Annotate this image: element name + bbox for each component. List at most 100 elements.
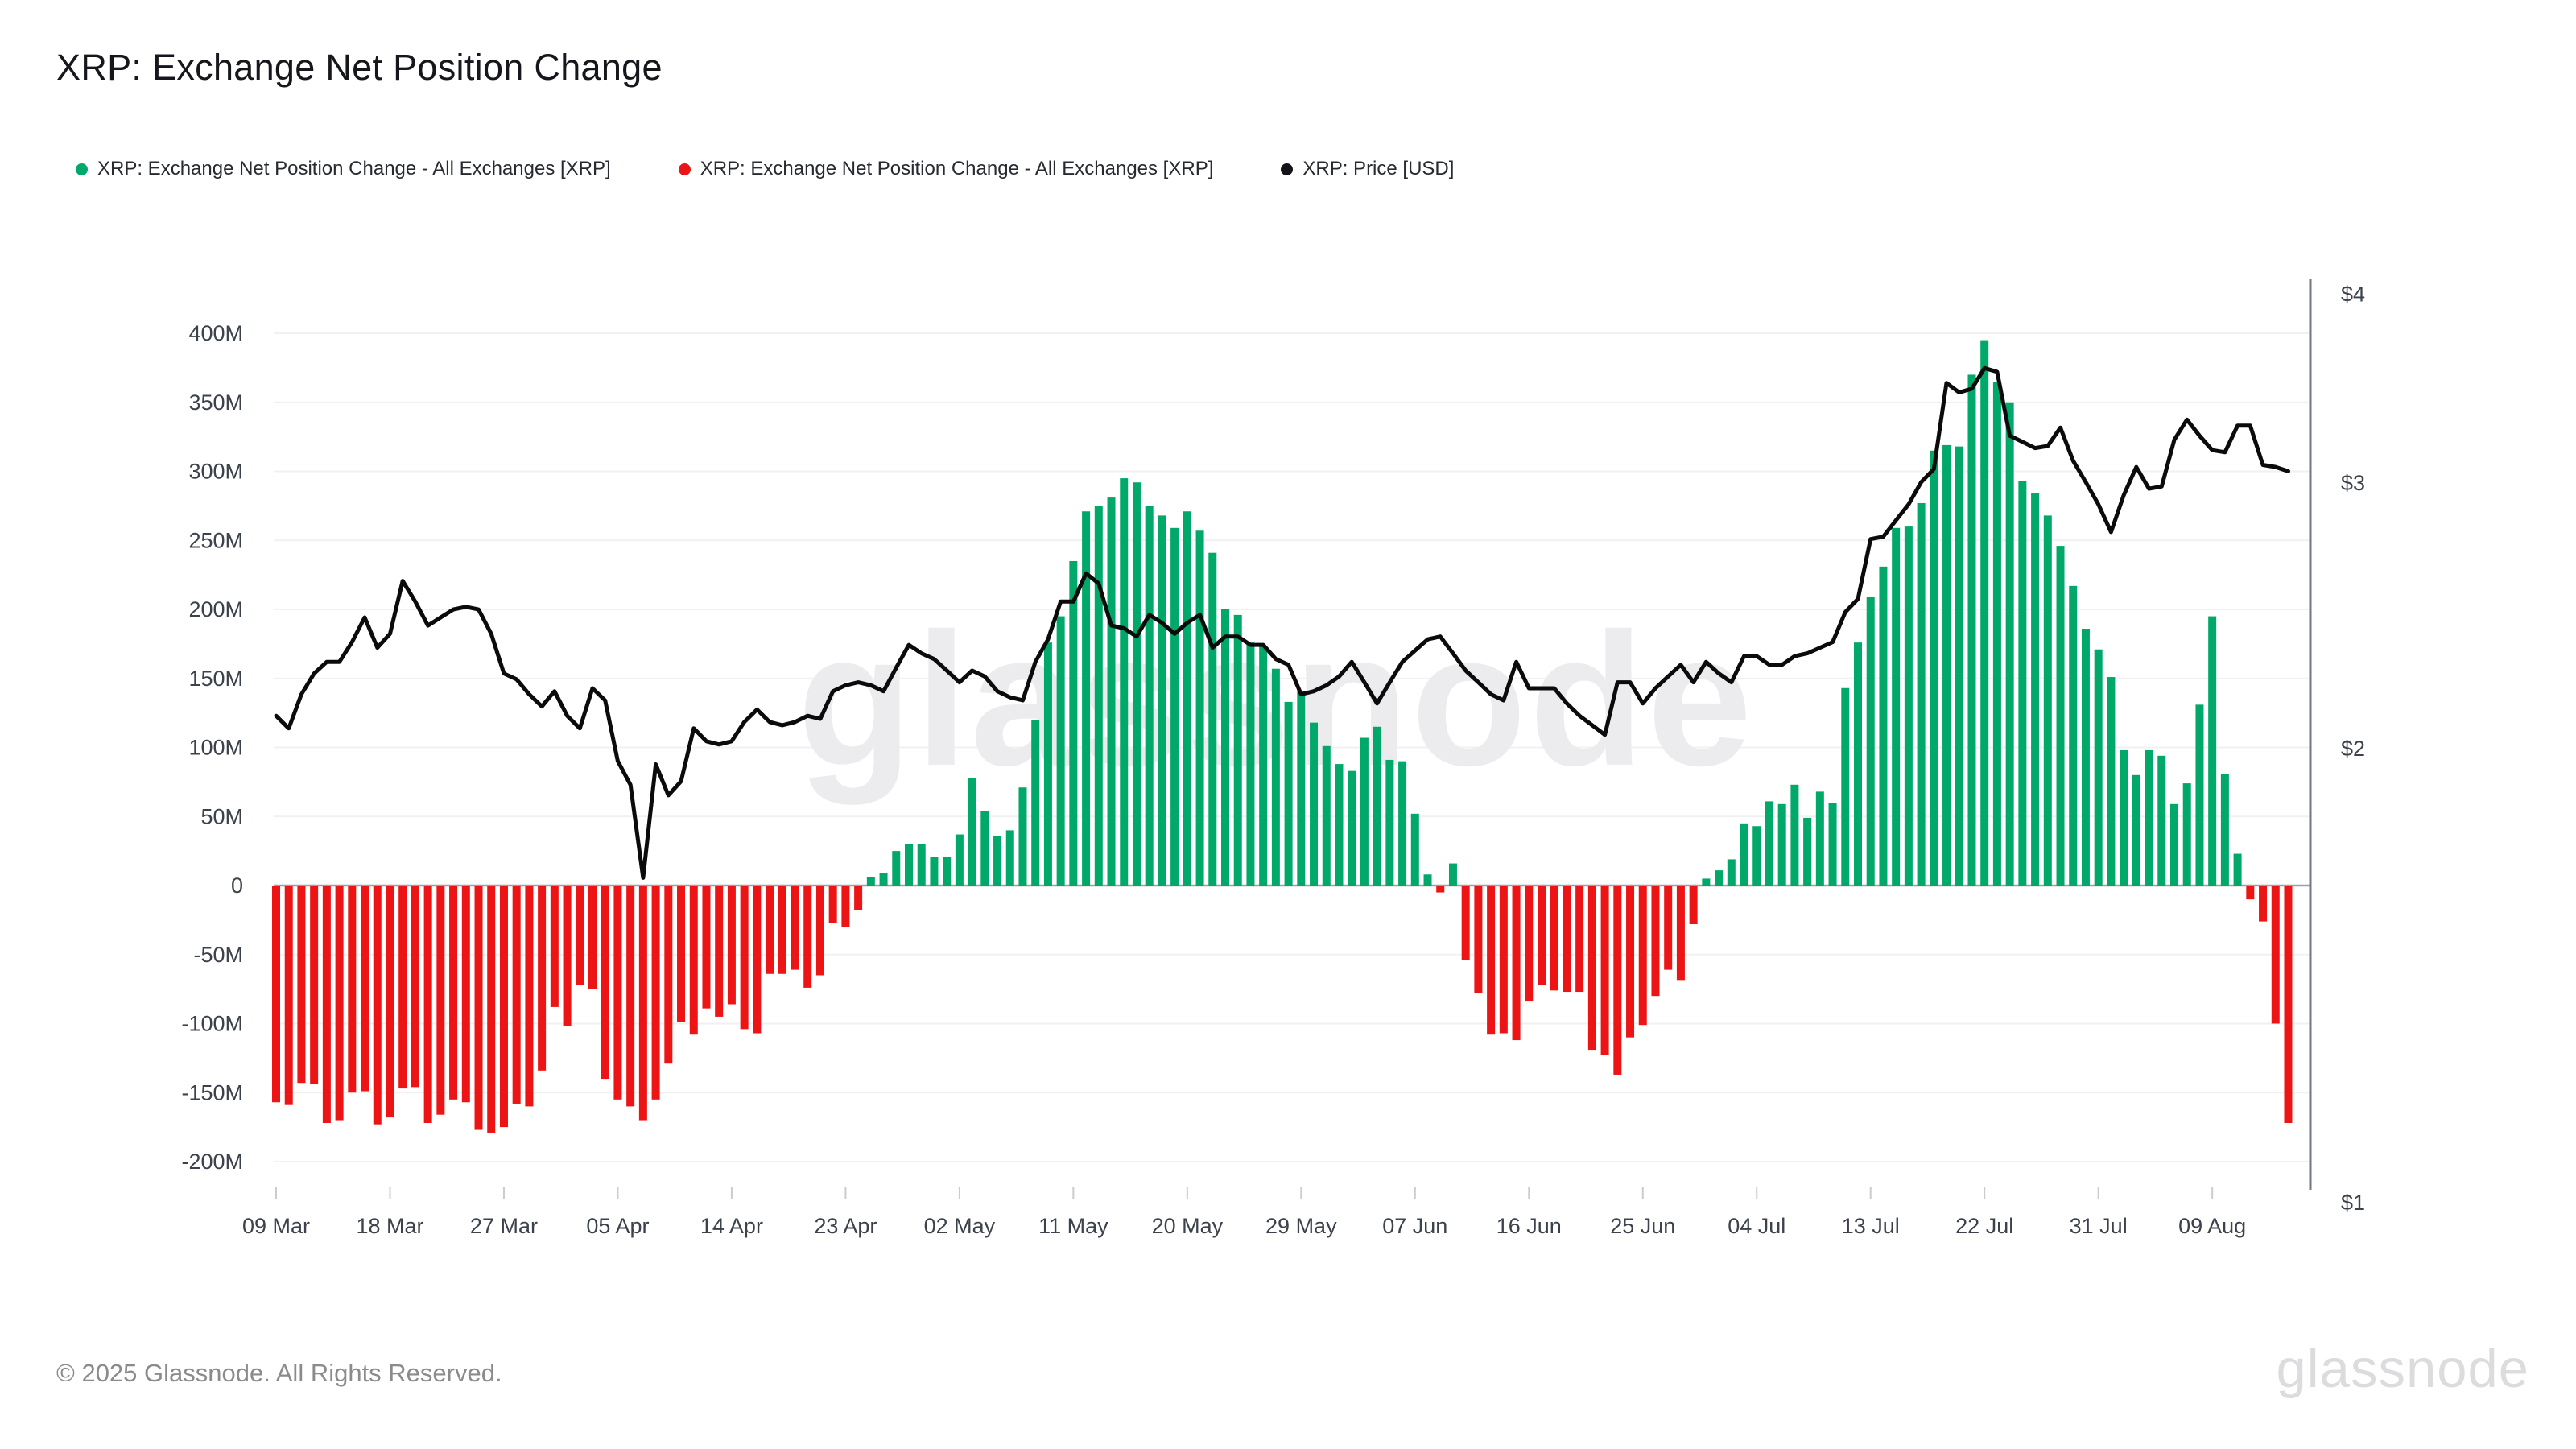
bar-positive [866, 877, 875, 886]
bar-negative [1487, 886, 1496, 1035]
bar-negative [638, 886, 647, 1121]
bar-positive [1246, 642, 1255, 886]
bar-negative [449, 886, 458, 1100]
legend-item-net-position-green[interactable]: XRP: Exchange Net Position Change - All … [76, 158, 611, 180]
bar-positive [2120, 749, 2128, 886]
bar-positive [1132, 482, 1141, 886]
legend-label: XRP: Price [USD] [1302, 158, 1455, 180]
y-left-tick-label: 0 [231, 873, 243, 898]
x-tick-label: 13 Jul [1842, 1214, 1900, 1238]
y-left-tick-label: -50M [193, 943, 243, 967]
page-title: XRP: Exchange Net Position Change [56, 47, 663, 88]
bar-positive [2195, 704, 2204, 886]
bar-positive [2031, 493, 2040, 886]
bar-negative [1676, 886, 1685, 981]
x-tick-label: 16 Jun [1496, 1214, 1562, 1238]
bar-positive [1765, 801, 1773, 886]
bar-negative [588, 886, 597, 989]
bar-negative [297, 886, 306, 1084]
bar-positive [1322, 745, 1331, 886]
bar-negative [626, 886, 635, 1107]
bar-positive [1043, 642, 1052, 886]
bar-positive [2182, 783, 2191, 886]
bar-positive [1702, 878, 1711, 886]
legend-item-net-position-red[interactable]: XRP: Exchange Net Position Change - All … [678, 158, 1214, 180]
bar-positive [892, 851, 901, 886]
bar-negative [1436, 886, 1445, 893]
bar-positive [1005, 830, 1014, 886]
legend-dot-black-icon [1281, 163, 1294, 175]
bar-negative [1664, 886, 1673, 970]
bar-negative [474, 886, 483, 1130]
bar-positive [1398, 761, 1407, 886]
bar-positive [1107, 497, 1116, 886]
legend-label: XRP: Exchange Net Position Change - All … [97, 158, 611, 180]
bar-positive [1170, 527, 1179, 886]
bar-negative [1587, 886, 1596, 1051]
y-right-tick-label: $1 [2341, 1191, 2365, 1215]
bar-negative [284, 886, 293, 1105]
bar-negative [550, 886, 559, 1007]
bar-positive [1777, 803, 1786, 886]
bar-positive [917, 844, 926, 886]
bar-negative [538, 886, 547, 1071]
bar-negative [272, 886, 280, 1103]
legend-dot-green-icon [76, 163, 88, 175]
bar-negative [411, 886, 419, 1088]
bar-negative [1525, 886, 1534, 1002]
bar-negative [1563, 886, 1571, 993]
footer-copyright: © 2025 Glassnode. All Rights Reserved. [56, 1359, 502, 1387]
bar-negative [601, 886, 609, 1080]
bar-positive [1790, 784, 1799, 886]
legend-item-price[interactable]: XRP: Price [USD] [1281, 158, 1454, 180]
bar-negative [664, 886, 673, 1064]
bar-positive [1284, 701, 1293, 886]
y-right-tick-label: $2 [2341, 737, 2365, 761]
bar-positive [1310, 722, 1319, 886]
bar-positive [1841, 687, 1850, 886]
bar-positive [943, 856, 952, 886]
bar-positive [1373, 726, 1381, 886]
bar-positive [2220, 774, 2229, 886]
bar-positive [2170, 803, 2178, 886]
bar-positive [1904, 526, 1913, 886]
bar-positive [2208, 616, 2217, 886]
bar-positive [1448, 863, 1457, 886]
x-tick-label: 31 Jul [2070, 1214, 2128, 1238]
bar-positive [2043, 515, 2052, 886]
y-left-tick-label: 300M [188, 460, 243, 484]
bar-positive [2056, 546, 2065, 886]
y-right-tick-label: $4 [2341, 283, 2365, 307]
plot-area[interactable] [274, 279, 2310, 1190]
bar-negative [423, 886, 432, 1123]
bar-negative [2246, 886, 2255, 900]
bar-positive [1158, 515, 1166, 886]
bar-positive [1221, 609, 1229, 886]
bar-positive [1018, 787, 1027, 886]
bar-negative [727, 886, 736, 1005]
x-tick-label: 14 Apr [700, 1214, 763, 1238]
bar-negative [677, 886, 686, 1022]
bar-positive [1828, 803, 1837, 886]
bar-positive [1271, 668, 1280, 886]
bar-negative [791, 886, 799, 970]
legend-label: XRP: Exchange Net Position Change - All … [700, 158, 1214, 180]
bar-negative [576, 886, 584, 985]
bar-negative [512, 886, 521, 1104]
bar-negative [740, 886, 749, 1030]
bar-positive [968, 778, 976, 886]
x-tick-label: 07 Jun [1382, 1214, 1447, 1238]
bar-positive [1335, 764, 1344, 886]
bar-positive [1410, 813, 1419, 886]
x-tick-label: 04 Jul [1728, 1214, 1785, 1238]
bar-positive [2157, 755, 2166, 886]
bar-negative [322, 886, 331, 1123]
bar-negative [563, 886, 572, 1026]
x-tick-label: 09 Mar [242, 1214, 310, 1238]
bar-negative [1538, 886, 1546, 985]
price-line [274, 365, 2290, 880]
bar-negative [1689, 886, 1698, 925]
bar-positive [1917, 502, 1926, 886]
bar-negative [2259, 886, 2268, 922]
